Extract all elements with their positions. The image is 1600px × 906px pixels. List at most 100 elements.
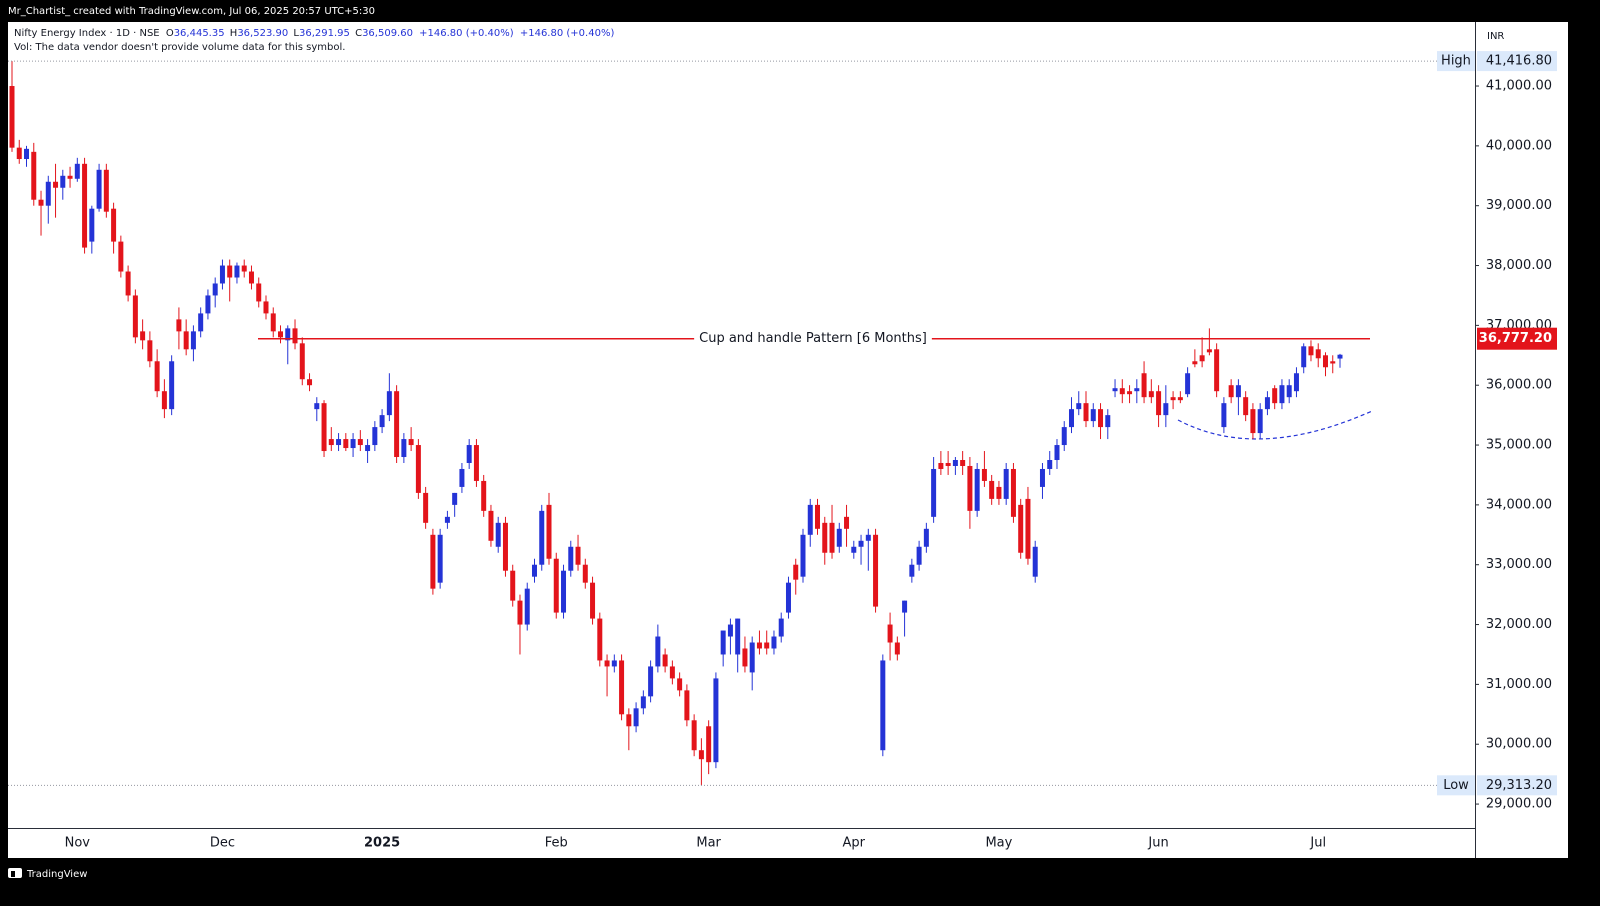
- candle-body: [561, 570, 567, 613]
- candle-body: [1076, 403, 1082, 410]
- x-tick-label: Jul: [1309, 836, 1326, 851]
- candle-body: [379, 415, 385, 428]
- candle-body: [1047, 460, 1053, 469]
- candle-body: [53, 181, 59, 188]
- candle-body: [1163, 403, 1169, 416]
- candle-body: [1308, 346, 1314, 356]
- candle-body: [524, 588, 530, 625]
- candle-body: [125, 271, 131, 296]
- candle-body: [539, 510, 545, 565]
- candle-body: [212, 283, 218, 296]
- candle-body: [1192, 361, 1198, 365]
- x-tick-label: Jun: [1147, 836, 1168, 851]
- candle-body: [9, 86, 15, 148]
- candle-body: [749, 642, 755, 673]
- y-tick-label: 36,000.00: [1486, 378, 1552, 393]
- candle-body: [1098, 409, 1104, 428]
- candle-body: [662, 654, 668, 667]
- candle-body: [154, 361, 160, 392]
- candle-body: [1293, 373, 1299, 392]
- candle-body: [495, 522, 501, 547]
- candle-body: [880, 660, 886, 751]
- x-tick-label: Apr: [843, 836, 866, 851]
- extreme-label: Low: [1443, 778, 1469, 793]
- candle-body: [394, 391, 400, 458]
- candle-body: [314, 403, 320, 410]
- extreme-value: 41,416.80: [1486, 54, 1552, 69]
- candle-body: [720, 630, 726, 655]
- candle-body: [1090, 409, 1096, 422]
- candle-body: [118, 241, 124, 272]
- x-tick-label: Feb: [545, 836, 568, 851]
- candle-body: [836, 528, 842, 547]
- candle-body: [219, 265, 225, 284]
- legend: Nifty Energy Index · 1D · NSE O36,445.35…: [14, 28, 614, 39]
- currency: INR: [1487, 31, 1504, 42]
- legend-value: 36,509.60: [362, 28, 413, 39]
- candle-body: [292, 328, 298, 344]
- legend-key: L: [293, 28, 299, 39]
- candle-body: [713, 678, 719, 763]
- candle-body: [800, 534, 806, 577]
- footer-logo: [8, 868, 22, 878]
- candle-body: [1257, 409, 1263, 434]
- candle-body: [568, 546, 574, 571]
- candle-body: [45, 181, 51, 206]
- candle-body: [931, 468, 937, 517]
- candle-body: [546, 504, 552, 559]
- candle-body: [1206, 349, 1212, 353]
- candle-body: [1083, 403, 1089, 422]
- candle-body: [466, 445, 472, 463]
- pattern-text-bg: [694, 329, 932, 348]
- candle-body: [16, 147, 22, 160]
- candle-body: [336, 439, 342, 446]
- candle-body: [1272, 388, 1278, 404]
- pattern-value: 36,777.20: [1479, 331, 1552, 346]
- candle-body: [887, 624, 893, 643]
- candle-body: [1156, 391, 1162, 416]
- legend-key: H: [230, 28, 238, 39]
- candle-body: [909, 564, 915, 577]
- candle-body: [1010, 468, 1016, 517]
- candle-body: [256, 283, 262, 302]
- candle-body: [945, 462, 951, 466]
- candle-body: [430, 534, 436, 589]
- candle-body: [1119, 388, 1125, 395]
- candle-body: [31, 151, 37, 200]
- candle-body: [198, 313, 204, 332]
- candle-body: [473, 445, 479, 481]
- credit: Mr_Chartist_ created with TradingView.co…: [8, 6, 375, 17]
- candle-body: [307, 379, 313, 386]
- candle-body: [510, 570, 516, 601]
- extreme-label-bg: [1437, 775, 1475, 796]
- y-tick-label: 33,000.00: [1486, 557, 1552, 572]
- legend-value: 36,445.35: [174, 28, 225, 39]
- candle-body: [989, 480, 995, 499]
- x-tick-label: Mar: [696, 836, 721, 851]
- candle-body: [140, 331, 146, 341]
- y-tick-label: 41,000.00: [1486, 79, 1552, 94]
- extreme-value: 29,313.20: [1486, 778, 1552, 793]
- candle-body: [1025, 498, 1031, 559]
- candle-body: [1134, 388, 1140, 392]
- candle-body: [633, 708, 639, 727]
- candle-body: [1315, 349, 1321, 359]
- candle-body: [169, 361, 175, 410]
- candle-body: [778, 618, 784, 637]
- candle-body: [1235, 385, 1241, 398]
- candle-body: [785, 582, 791, 613]
- candle-body: [851, 546, 857, 553]
- extreme-label: High: [1441, 54, 1471, 69]
- x-tick-label: Dec: [210, 836, 235, 851]
- candle-body: [938, 462, 944, 469]
- candle-body: [103, 169, 109, 212]
- candle-body: [386, 391, 392, 416]
- candle-body: [996, 486, 1002, 499]
- candle-body: [263, 301, 269, 314]
- candle-body: [1170, 397, 1176, 401]
- candle-body: [742, 648, 748, 667]
- candle-body: [1264, 397, 1270, 410]
- candle-body: [894, 642, 900, 655]
- candle-body: [1250, 409, 1256, 434]
